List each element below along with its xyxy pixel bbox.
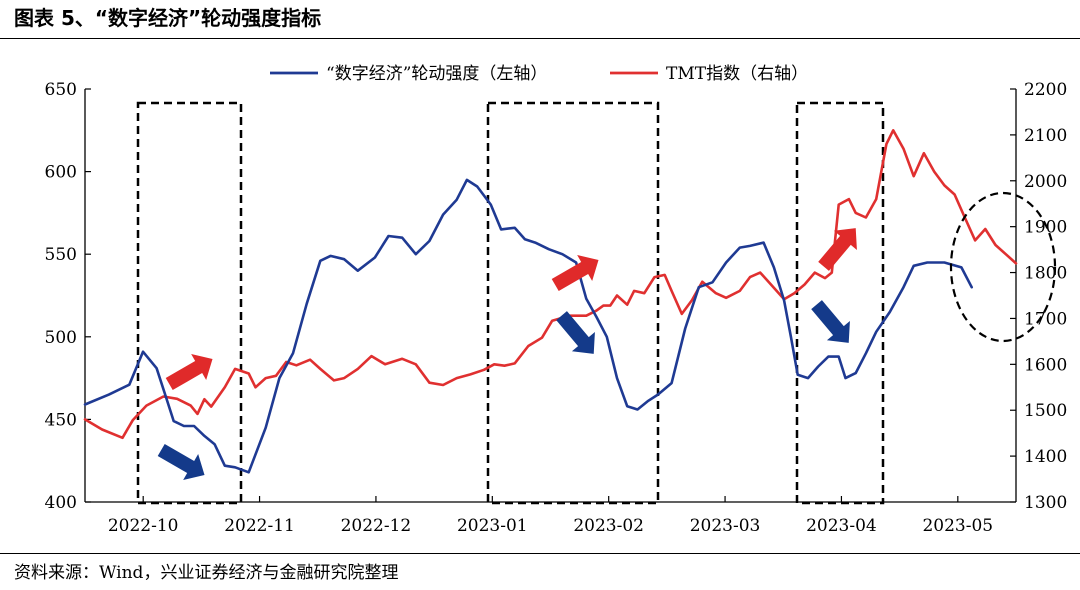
series-lines (83, 129, 1018, 474)
x-tick-label: 2023-05 (922, 516, 993, 536)
left-tick-label: 600 (45, 163, 77, 183)
x-tick-label: 2023-04 (806, 516, 877, 536)
legend-label-tmt-index: TMT指数（右轴） (666, 64, 808, 84)
right-tick-label: 1800 (1024, 264, 1067, 284)
trend-arrows (157, 228, 857, 480)
highlight-box-2 (486, 101, 660, 505)
highlight-ellipse (949, 191, 1057, 343)
left-tick-label: 650 (45, 80, 77, 100)
legend-label-rotation-strength: “数字经济”轮动强度（左轴） (326, 64, 547, 84)
left-tick-label: 500 (45, 328, 77, 348)
right-tick-label: 1600 (1024, 355, 1067, 375)
left-tick-label: 450 (45, 410, 77, 430)
right-tick-label: 2200 (1024, 80, 1067, 100)
x-tick-label: 2022-12 (341, 516, 412, 536)
left-tick-label: 550 (45, 245, 77, 265)
legend: “数字经济”轮动强度（左轴） TMT指数（右轴） (270, 64, 808, 84)
down-arrow-icon (811, 300, 850, 343)
right-tick-label: 1700 (1024, 309, 1067, 329)
x-tick-label: 2022-10 (108, 516, 179, 536)
down-arrow-icon (556, 311, 595, 354)
up-arrow-icon (165, 354, 213, 391)
title-divider (0, 38, 1080, 39)
right-tick-label: 1900 (1024, 218, 1067, 238)
tmt-index-line (83, 129, 1018, 440)
highlight-boxes (136, 101, 885, 505)
x-tick-label: 2023-01 (457, 516, 528, 536)
x-tick-label: 2023-02 (573, 516, 644, 536)
x-tick-label: 2022-11 (224, 516, 295, 536)
right-tick-label: 1500 (1024, 401, 1067, 421)
highlight-box-1 (136, 101, 243, 505)
up-arrow-icon (551, 255, 599, 292)
figure-title: 图表 5、“数字经济”轮动强度指标 (14, 6, 322, 30)
right-y-axis: 1300 1400 1500 1600 1700 1800 1900 2000 2100 2200 (1010, 80, 1067, 513)
right-tick-label: 2000 (1024, 172, 1067, 192)
source-note: 资料来源：Wind，兴业证券经济与金融研究院整理 (14, 563, 399, 583)
left-tick-label: 400 (45, 493, 77, 513)
source-divider (0, 553, 1080, 554)
rotation-strength-line (83, 178, 973, 474)
right-tick-label: 2100 (1024, 126, 1067, 146)
right-tick-label: 1300 (1024, 493, 1067, 513)
highlight-box-3 (795, 101, 885, 505)
up-arrow-icon (818, 228, 857, 271)
plot-frame (84, 89, 1017, 503)
left-y-axis: 400 450 500 550 600 650 (45, 80, 91, 513)
right-tick-label: 1400 (1024, 447, 1067, 467)
down-arrow-icon (157, 443, 205, 480)
x-axis: 2022-10 2022-11 2022-12 2023-01 2023-02 2023-… (108, 496, 993, 536)
x-tick-label: 2023-03 (690, 516, 761, 536)
